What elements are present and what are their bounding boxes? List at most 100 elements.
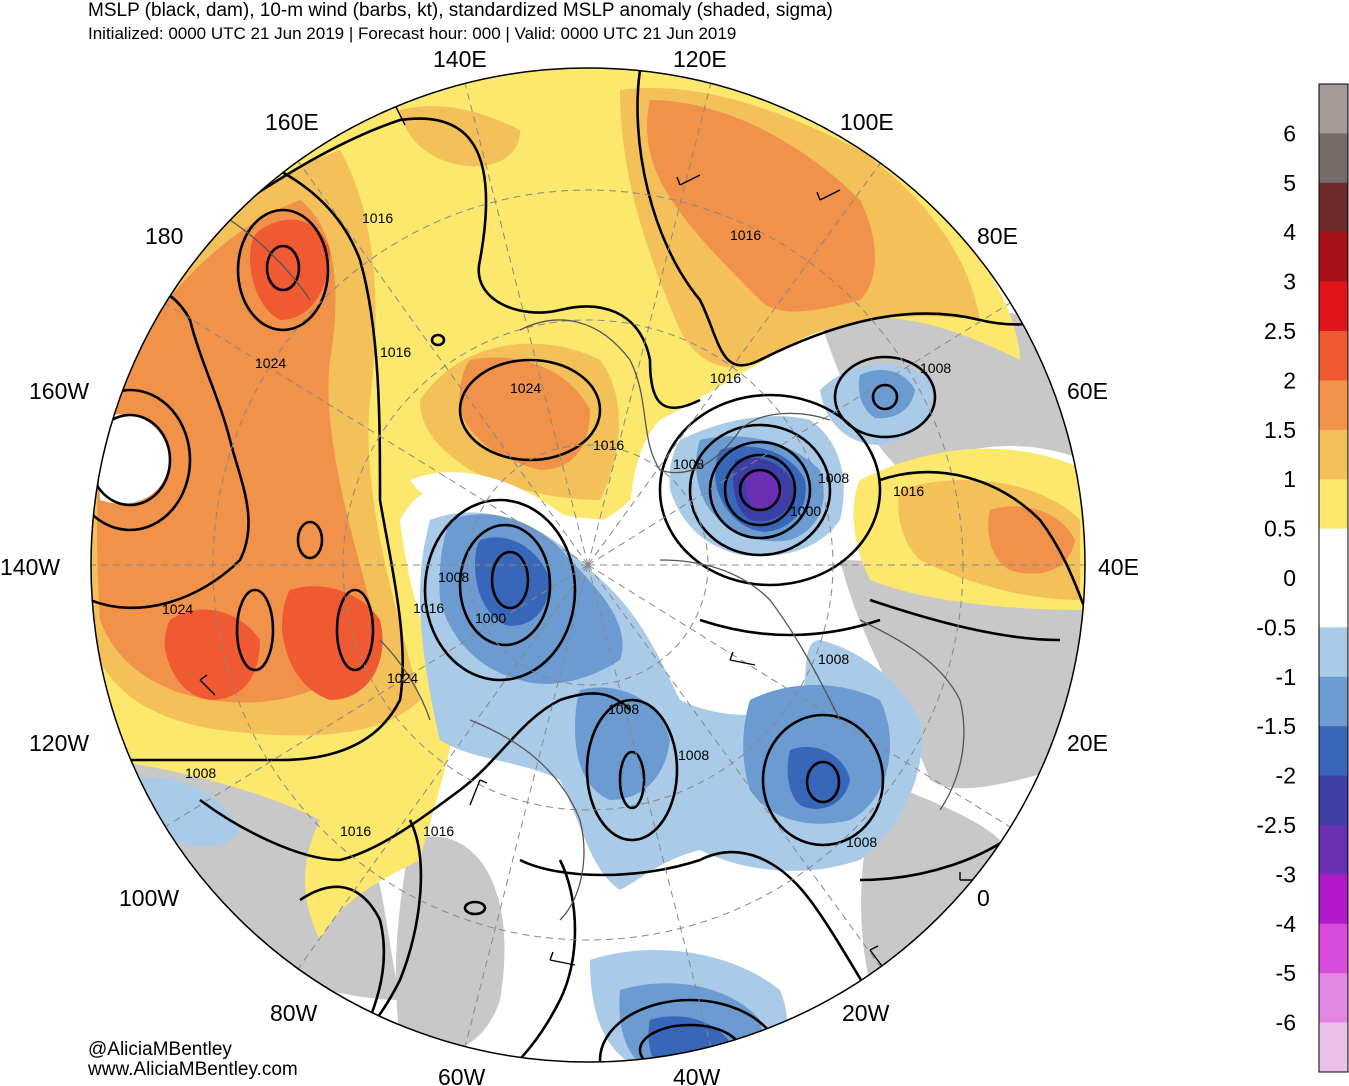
credit-handle: @AliciaMBentley	[88, 1039, 232, 1060]
colorbar-swatch--3--2.5	[1319, 825, 1348, 875]
colorbar-swatch-0.5-1	[1319, 479, 1348, 530]
lon-label: 20E	[1067, 730, 1108, 756]
colorbar-label: -3	[1276, 861, 1296, 887]
isobar-label: 1008	[846, 834, 877, 850]
colorbar-label: 0.5	[1264, 516, 1296, 542]
credit-website: www.AliciaMBentley.com	[88, 1059, 298, 1080]
isobar-label: 1016	[730, 227, 761, 243]
colorbar-label: -0.5	[1256, 614, 1296, 640]
colorbar-swatch-4-5	[1319, 182, 1348, 233]
lon-label: 180	[145, 223, 183, 249]
isobar-label: 1008	[920, 360, 951, 376]
isobar-label: 1024	[162, 601, 193, 617]
colorbar-label: -6	[1276, 1010, 1296, 1036]
isobar-label: 1008	[818, 651, 849, 667]
isobar-label: 1024	[510, 380, 541, 396]
colorbar-label: 4	[1283, 219, 1296, 245]
isobar-label: 1000	[475, 610, 506, 626]
colorbar-swatch-1-1.5	[1319, 429, 1348, 480]
anomaly-orange-region	[459, 357, 590, 470]
lon-label: 60E	[1067, 378, 1108, 404]
colorbar-label: 1	[1283, 466, 1296, 492]
colorbar-swatch--4--3	[1319, 874, 1348, 925]
anomaly-blue-region	[648, 1016, 735, 1062]
anomaly-orange-region	[97, 200, 381, 703]
colorbar-swatch-1.5-2	[1319, 380, 1348, 431]
colorbar-box	[1318, 83, 1349, 1073]
colorbar-swatch--2--1.5	[1319, 726, 1348, 777]
lon-label: 140E	[433, 46, 487, 72]
lon-label: 40W	[673, 1064, 721, 1086]
colorbar-swatch--6--5	[1319, 973, 1348, 1024]
colorbar-label: 6	[1283, 120, 1296, 146]
colorbar-label: -4	[1276, 911, 1297, 937]
lon-label: 80W	[270, 1000, 318, 1026]
anomaly-redorange-region	[250, 219, 330, 320]
isobar-label: 1008	[438, 569, 469, 585]
lon-label: 120W	[29, 730, 89, 756]
anomaly-lightorange-region	[400, 106, 520, 167]
isobar-label: 1016	[893, 483, 924, 499]
lon-label: 100W	[119, 885, 179, 911]
colorbar-label: 2	[1283, 367, 1296, 393]
lon-label: 40E	[1098, 554, 1139, 580]
isobar-label: 1016	[710, 370, 741, 386]
anomaly-gray-region	[840, 560, 1085, 789]
anomaly-medblue-region	[575, 687, 670, 800]
anomaly-redorange-region	[282, 586, 383, 700]
anomaly-orange-region	[647, 100, 875, 312]
colorbar-label: 5	[1283, 170, 1296, 196]
anomaly-blue-region	[475, 537, 550, 626]
isobar-label: 1016	[423, 823, 454, 839]
isobar-label: 1016	[413, 600, 444, 616]
isobar-label: 1016	[593, 437, 624, 453]
map-disk: 1016 1016 1016 1024 1024 1016 1008 1008 …	[91, 68, 1085, 1062]
colorbar-swatch-3-4	[1319, 232, 1348, 283]
isobar-label: 1024	[255, 355, 286, 371]
isobar-label: 1008	[673, 456, 704, 472]
lon-label: 20W	[842, 1000, 890, 1026]
colorbar-label: -5	[1276, 960, 1296, 986]
isobar-label: 1008	[185, 765, 216, 781]
isobar-label: 1016	[340, 823, 371, 839]
colorbar-label: -2	[1276, 763, 1296, 789]
colorbar-swatch-0-0.5	[1319, 528, 1348, 579]
colorbar-swatch--1--0.5	[1319, 627, 1348, 678]
lon-label: 60W	[438, 1064, 486, 1086]
colorbar-swatch-below--6	[1319, 1022, 1348, 1073]
isobar-labels: 1016 1016 1016 1024 1024 1016 1008 1008 …	[162, 210, 951, 850]
isobar-label: 1008	[608, 701, 639, 717]
map-border	[90, 67, 1086, 1063]
anomaly-white-region	[95, 414, 170, 504]
lon-label: 100E	[840, 109, 894, 135]
colorbar-label: -2.5	[1256, 812, 1296, 838]
lon-label: 160W	[29, 378, 89, 404]
colorbar-swatch--1.5--1	[1319, 676, 1348, 727]
isobar-label: 1016	[380, 344, 411, 360]
colorbar-swatch--2.5--2	[1319, 775, 1348, 826]
isobar-label: 1016	[362, 210, 393, 226]
colorbar-label: -1	[1276, 664, 1296, 690]
anomaly-orange-region	[988, 506, 1075, 574]
colorbar-swatch--5--4	[1319, 923, 1348, 974]
graticule	[92, 74, 1085, 1056]
colorbar-swatch-2.5-3	[1319, 281, 1348, 332]
map-subtitle: Initialized: 0000 UTC 21 Jun 2019 | Fore…	[88, 24, 737, 43]
anomaly-medblue-region	[858, 370, 915, 419]
colorbar-label: 2.5	[1264, 318, 1296, 344]
isobar-label: 1008	[818, 470, 849, 486]
isobar-label: 1008	[678, 747, 709, 763]
colorbar-label: 1.5	[1264, 417, 1296, 443]
colorbar-swatch-2-2.5	[1319, 331, 1348, 381]
colorbar-label: 0	[1283, 565, 1296, 591]
isobar-label: 1024	[387, 670, 418, 686]
colorbar-swatch-5-6	[1319, 133, 1348, 184]
coastlines	[229, 219, 965, 921]
colorbar-label: -1.5	[1256, 713, 1296, 739]
colorbar-swatch--0.5-0	[1319, 578, 1348, 628]
lon-label: 140W	[0, 554, 60, 580]
lon-label: 160E	[265, 109, 319, 135]
lon-label: 80E	[977, 223, 1018, 249]
anomaly-purple-region	[744, 470, 783, 510]
